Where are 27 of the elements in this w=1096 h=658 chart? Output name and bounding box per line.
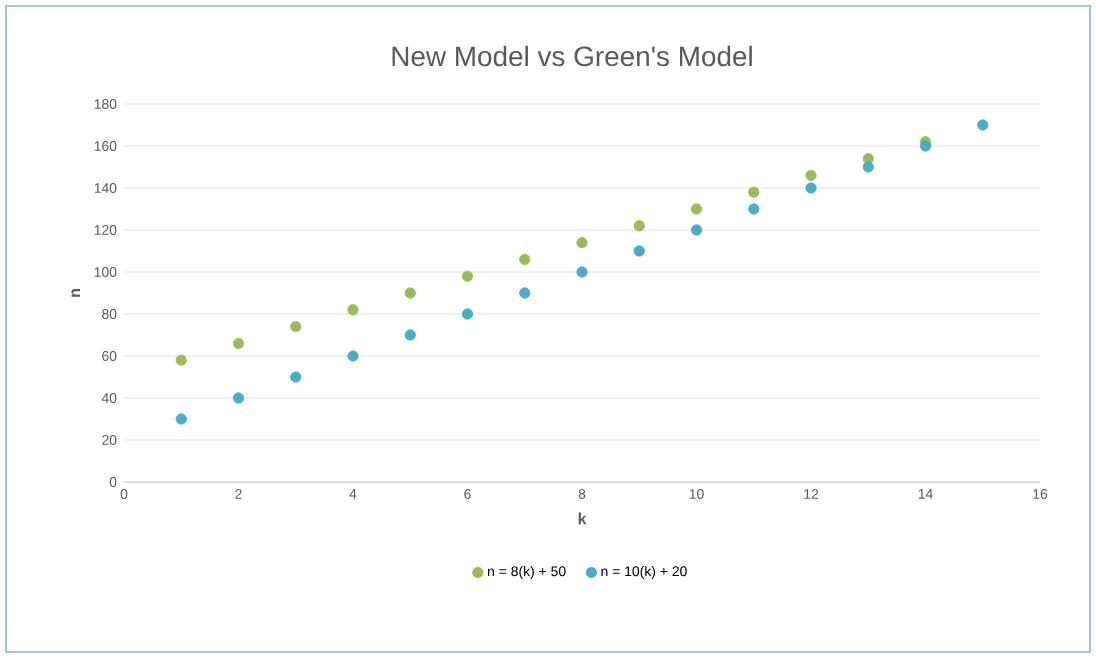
point bbox=[519, 253, 531, 265]
point bbox=[232, 392, 245, 404]
point bbox=[175, 354, 187, 366]
point bbox=[690, 203, 703, 215]
point bbox=[805, 182, 817, 194]
chart-title: New Model vs Green's Model bbox=[392, 45, 752, 67]
point bbox=[519, 287, 531, 299]
point bbox=[576, 237, 588, 249]
point bbox=[862, 161, 874, 173]
point bbox=[461, 308, 474, 320]
point bbox=[977, 119, 989, 131]
point bbox=[175, 413, 187, 425]
point bbox=[290, 371, 302, 383]
point bbox=[805, 169, 817, 181]
point bbox=[232, 337, 245, 349]
point bbox=[461, 270, 474, 282]
point bbox=[347, 350, 359, 362]
point bbox=[748, 203, 760, 215]
point bbox=[347, 304, 359, 316]
point bbox=[633, 220, 645, 232]
point bbox=[404, 329, 416, 341]
point bbox=[690, 224, 703, 236]
point bbox=[576, 266, 588, 278]
point bbox=[290, 321, 302, 333]
point bbox=[748, 186, 760, 198]
point bbox=[404, 287, 416, 299]
point bbox=[633, 245, 645, 257]
